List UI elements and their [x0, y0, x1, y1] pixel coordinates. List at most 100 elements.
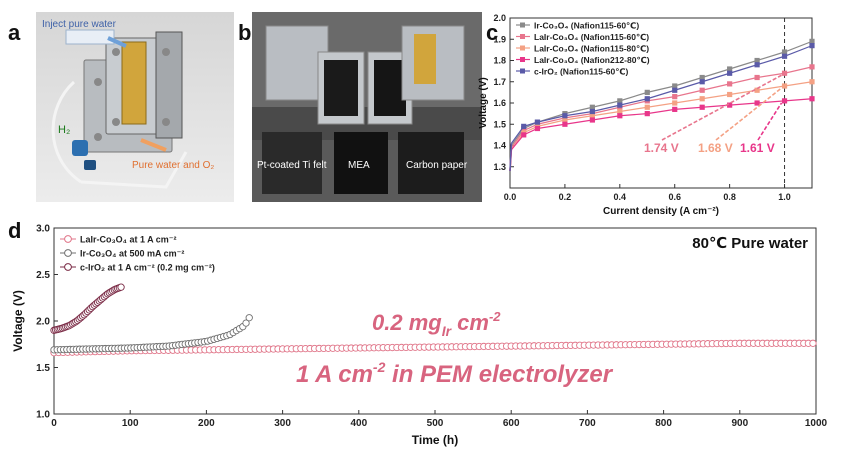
loading-annotation-sub: Ir	[442, 323, 453, 339]
legend-marker-c	[520, 57, 525, 62]
data-point-c	[809, 64, 815, 70]
data-point-c	[617, 108, 623, 115]
components-photo: Pt-coated Ti felt MEA Carbon paper	[252, 12, 482, 202]
x-axis-label-c: Current density (A cm⁻²)	[603, 206, 719, 217]
current-annotation-sup: -2	[373, 359, 386, 375]
y-tick-label-c: 1.5	[493, 119, 506, 129]
x-tick-label-d: 100	[122, 418, 139, 429]
data-point-c	[534, 125, 541, 132]
x-tick-label-d: 0	[51, 418, 57, 429]
data-point-c	[562, 117, 568, 123]
data-point-d	[117, 283, 125, 291]
x-tick-label-d: 500	[427, 418, 444, 429]
data-point-c	[754, 57, 760, 64]
loading-annotation: 0.2 mgIr cm-2	[372, 309, 501, 339]
legend-marker-d	[64, 263, 72, 271]
y-tick-label-d: 2.5	[36, 270, 50, 281]
inject-water-label: Inject pure water	[42, 19, 116, 30]
data-point-c	[644, 96, 650, 102]
data-point-c	[754, 74, 760, 81]
data-point-c	[699, 96, 705, 102]
data-point-c	[699, 104, 705, 110]
loading-annotation-sup: -2	[489, 309, 501, 324]
legend-label-c: LaIr-Co₃O₄ (Nafion115-60℃)	[534, 32, 649, 42]
legend-label-c: c-IrO₂ (Nafion115-60℃)	[534, 67, 629, 77]
voltage-annotation: 1.68 V	[698, 141, 733, 155]
data-point-c	[562, 113, 568, 119]
data-point-c	[809, 38, 815, 44]
data-point-c	[617, 102, 623, 108]
legend-marker-d	[64, 235, 72, 243]
y-tick-label-d: 1.5	[36, 363, 50, 374]
x-tick-label-d: 800	[655, 418, 672, 429]
data-point-d	[245, 314, 253, 322]
data-point-c	[672, 100, 678, 106]
data-point-d	[242, 319, 250, 327]
data-point-c	[672, 87, 678, 93]
data-point-c	[644, 89, 650, 95]
y-tick-label-c: 1.3	[493, 162, 506, 172]
x-tick-label-d: 900	[731, 418, 748, 429]
annotation-leader	[715, 87, 783, 141]
legend-marker-d	[64, 249, 72, 257]
legend-label-d: LaIr-Co₃O₄ at 1 A cm⁻²	[80, 235, 177, 245]
data-point-c	[589, 108, 595, 115]
annotation-leader	[757, 102, 783, 141]
y-tick-label-c: 1.9	[493, 34, 506, 44]
data-point-c	[727, 66, 733, 72]
panel-letter-b: b	[238, 20, 252, 45]
legend-marker-c	[520, 22, 525, 28]
data-point-c	[809, 96, 815, 102]
legend-marker-c	[520, 34, 525, 39]
outlet-label: Pure water and O₂	[132, 160, 215, 171]
legend-label-c: Ir-Co₃O₄ (Nafion115-60℃)	[534, 21, 639, 31]
x-tick-label-d: 600	[503, 418, 520, 429]
conditions-label: 80℃ Pure water	[692, 235, 808, 252]
y-tick-label-d: 1.0	[36, 410, 50, 421]
data-point-c	[672, 94, 678, 100]
data-point-c	[754, 87, 760, 93]
voltage-annotation: 1.74 V	[644, 141, 679, 155]
voltage-annotation: 1.61 V	[740, 141, 775, 155]
data-point-c	[781, 83, 788, 89]
panel-letter-a: a	[8, 20, 21, 45]
data-point-c	[589, 117, 595, 123]
x-tick-label-d: 300	[274, 418, 291, 429]
x-tick-label-d: 400	[350, 418, 367, 429]
data-point-c	[562, 121, 568, 127]
data-point-c	[727, 70, 733, 76]
legend-label-d: c-IrO₂ at 1 A cm⁻² (0.2 mg cm⁻²)	[80, 263, 215, 273]
h2-label: H₂	[58, 124, 71, 136]
series-onset-c	[509, 143, 513, 172]
panel-letter-d: d	[8, 218, 22, 243]
carbon-paper-label: Carbon paper	[406, 160, 468, 171]
y-axis-label-c: Voltage (V)	[478, 77, 489, 128]
y-tick-label-c: 1.6	[493, 98, 506, 108]
x-tick-label-c: 0.6	[668, 192, 681, 202]
electrolyzer-photo: Inject pure water H₂ Pure water and O₂	[36, 12, 234, 202]
components-illustration	[252, 12, 482, 202]
loading-annotation-part: 0.2 mg	[372, 310, 442, 335]
x-tick-label-c: 0.0	[504, 192, 517, 202]
data-point-c	[727, 81, 733, 87]
data-point-c	[589, 104, 595, 110]
data-point-c	[617, 98, 623, 104]
mea-label: MEA	[348, 160, 370, 171]
y-tick-label-c: 2.0	[493, 13, 506, 23]
data-point-c	[754, 62, 760, 68]
y-tick-label-c: 1.8	[493, 56, 506, 66]
data-point-c	[534, 119, 541, 125]
data-point-c	[521, 123, 527, 129]
data-point-c	[781, 98, 788, 104]
data-point-c	[672, 83, 678, 89]
legend-marker-c	[520, 68, 525, 74]
y-tick-label-c: 1.4	[493, 141, 506, 151]
x-tick-label-c: 1.0	[778, 192, 791, 202]
y-tick-label-d: 3.0	[36, 224, 50, 235]
legend-label-c: LaIr-Co₃O₄ (Nafion115-80℃)	[534, 44, 649, 54]
x-tick-label-d: 700	[579, 418, 596, 429]
data-point-c	[644, 111, 650, 117]
x-tick-label-d: 1000	[805, 418, 828, 429]
